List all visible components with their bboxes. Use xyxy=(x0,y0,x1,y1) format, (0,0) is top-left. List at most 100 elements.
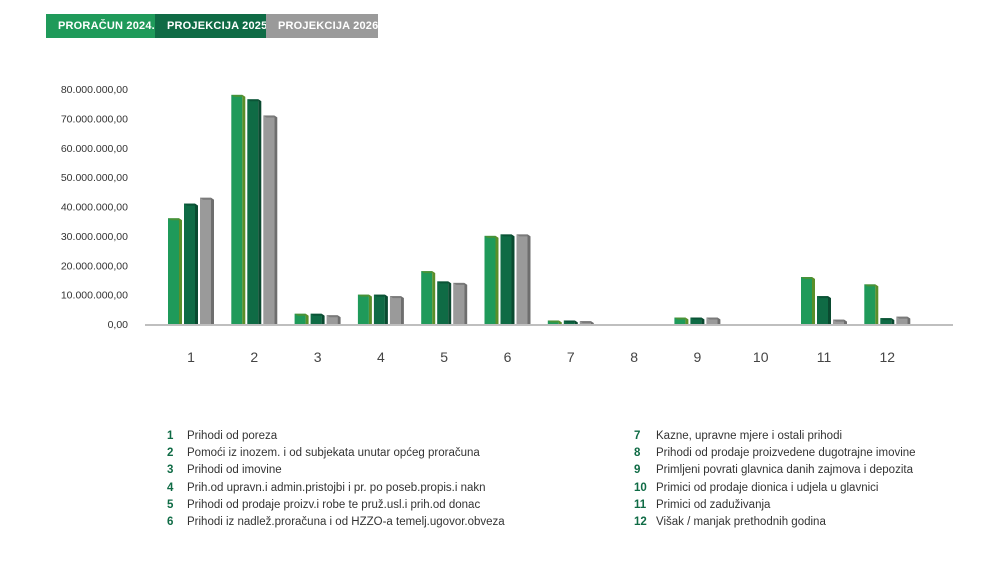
bar-top xyxy=(310,313,325,316)
legend-item: 3 Prihodi od imovine xyxy=(167,462,505,479)
bar-face xyxy=(864,284,876,324)
bar-face xyxy=(389,296,401,324)
legend-number: 7 xyxy=(634,429,641,442)
bar-top xyxy=(453,282,468,285)
bar-side xyxy=(495,235,499,324)
y-tick-label: 10.000.000,00 xyxy=(61,290,128,302)
bar-face xyxy=(453,282,465,324)
legend-number: 3 xyxy=(167,464,174,477)
bar-face xyxy=(184,203,195,324)
legend-number: 8 xyxy=(634,446,641,459)
bar-top xyxy=(373,294,388,297)
bar xyxy=(500,234,515,324)
x-tick-label: 7 xyxy=(567,349,575,365)
bar xyxy=(389,296,404,324)
bar-side xyxy=(337,315,341,324)
legend-number: 12 xyxy=(634,516,647,529)
bar xyxy=(326,315,341,324)
y-tick-label: 30.000.000,00 xyxy=(61,231,128,243)
bar-top xyxy=(421,271,436,274)
bar-top xyxy=(437,281,452,284)
bar xyxy=(373,294,388,324)
bar xyxy=(310,313,325,324)
bar xyxy=(547,320,562,324)
tab-proracun-2024[interactable]: PRORAČUN 2024. xyxy=(46,14,155,38)
y-tick-label: 40.000.000,00 xyxy=(61,202,128,214)
bar-face xyxy=(516,234,528,324)
bar-top xyxy=(516,234,531,237)
bar xyxy=(896,316,911,324)
legend-label: Pomoći iz inozem. i od subjekata unutar … xyxy=(187,446,480,459)
legend-label: Primljeni povrati glavnica danih zajmova… xyxy=(656,464,913,477)
bar-top xyxy=(690,317,705,320)
legend-label: Prih.od upravn.i admin.pristojbi i pr. p… xyxy=(187,481,486,494)
bar-top xyxy=(168,218,182,221)
legend-item: 2 Pomoći iz inozem. i od subjekata unutar… xyxy=(167,444,505,461)
legend-number: 1 xyxy=(167,429,174,442)
bar-top xyxy=(200,197,214,200)
x-tick-label: 2 xyxy=(250,349,258,365)
bar xyxy=(801,277,815,324)
bar xyxy=(357,294,372,324)
y-tick-label: 70.000.000,00 xyxy=(61,113,128,125)
bar-side xyxy=(448,281,452,324)
bar-side xyxy=(179,218,182,324)
legend-number: 6 xyxy=(167,516,174,529)
bar-side xyxy=(321,313,325,324)
x-tick-label: 10 xyxy=(753,349,769,365)
tab-projekcija-2026[interactable]: PROJEKCIJA 2026. xyxy=(266,14,381,38)
x-tick-label: 11 xyxy=(817,349,832,365)
legend-number: 10 xyxy=(634,481,647,494)
bar-chart: 0,00 10.000.000,00 20.000.000,00 30.000.000… xyxy=(61,84,953,365)
bar-top xyxy=(294,313,309,316)
bar-face xyxy=(484,235,496,324)
bar-face xyxy=(200,197,211,324)
bar-side xyxy=(211,197,214,324)
legend-item: 9 Primljeni povrati glavnica danih zajmov… xyxy=(634,462,916,479)
bar-face xyxy=(357,294,369,324)
bar-face xyxy=(373,294,385,324)
bar-top xyxy=(563,320,578,323)
year-tabs: PRORAČUN 2024. PROJEKCIJA 2025. PROJEKCI… xyxy=(46,14,381,38)
bar xyxy=(563,320,578,324)
bar-top xyxy=(231,94,246,97)
bar-top xyxy=(357,294,372,297)
legend-left: 1 Prihodi od poreza 2 Pomoći iz inozem. i … xyxy=(167,427,505,531)
bar xyxy=(817,296,831,324)
bar-face xyxy=(437,281,449,324)
bar xyxy=(421,271,436,324)
bar-top xyxy=(674,317,689,320)
bar-top xyxy=(184,203,198,206)
bar-top xyxy=(706,317,721,320)
bar-top xyxy=(500,234,515,237)
legend-label: Primici od prodaje dionica i udjela u gl… xyxy=(656,481,879,494)
bar-side xyxy=(812,277,815,324)
tab-projekcija-2025[interactable]: PROJEKCIJA 2025. xyxy=(155,14,270,38)
y-tick-label: 0,00 xyxy=(108,319,129,331)
x-tick-label: 3 xyxy=(314,349,322,365)
legend-item: 11 Primici od zaduživanja xyxy=(634,496,916,513)
bar-side xyxy=(384,294,388,324)
y-tick-label: 80.000.000,00 xyxy=(61,84,128,96)
bar xyxy=(880,318,895,324)
legend-item: 1 Prihodi od poreza xyxy=(167,427,505,444)
legend-label: Kazne, upravne mjere i ostali prihodi xyxy=(656,429,843,442)
bar-side xyxy=(527,234,531,324)
bar-face xyxy=(833,319,844,324)
bar-top xyxy=(389,296,404,299)
legend-label: Prihodi od poreza xyxy=(187,429,278,442)
bar-top xyxy=(880,318,895,321)
legend-number: 9 xyxy=(634,464,641,477)
bar xyxy=(247,99,262,324)
bar-side xyxy=(511,234,515,324)
bar-face xyxy=(706,317,718,324)
bar-face xyxy=(817,296,828,324)
bar xyxy=(579,321,594,324)
bar-side xyxy=(258,99,262,324)
y-tick-label: 50.000.000,00 xyxy=(61,172,128,184)
bar-side xyxy=(432,271,436,324)
bar xyxy=(690,317,705,324)
bar-face xyxy=(247,99,259,324)
bar-side xyxy=(368,294,372,324)
bar-face xyxy=(263,115,275,324)
